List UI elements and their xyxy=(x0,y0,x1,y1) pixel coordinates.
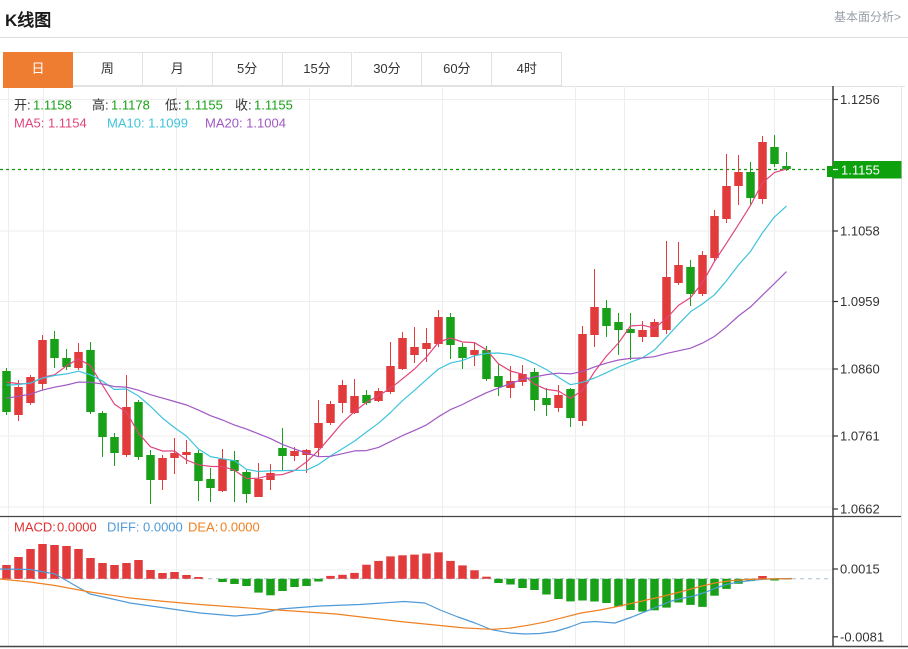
svg-text:1.0959: 1.0959 xyxy=(840,294,880,309)
svg-text:开:: 开: xyxy=(14,98,31,113)
svg-text:MA5: 1.1154: MA5: 1.1154 xyxy=(14,116,87,131)
svg-text:0.0015: 0.0015 xyxy=(840,562,880,577)
svg-text:1.1058: 1.1058 xyxy=(840,224,880,239)
svg-text:1.1178: 1.1178 xyxy=(111,98,150,113)
svg-text:1.1155: 1.1155 xyxy=(841,163,880,178)
svg-text:1.1158: 1.1158 xyxy=(33,98,72,113)
svg-text:0.0000: 0.0000 xyxy=(220,520,260,535)
svg-text:1.1256: 1.1256 xyxy=(840,92,880,107)
svg-text:1.1155: 1.1155 xyxy=(254,98,293,113)
svg-text:1.1155: 1.1155 xyxy=(184,98,223,113)
svg-text:0.0000: 0.0000 xyxy=(143,520,183,535)
svg-text:1.0662: 1.0662 xyxy=(840,502,880,517)
svg-text:MA10: 1.1099: MA10: 1.1099 xyxy=(107,116,188,131)
svg-text:MA20: 1.1004: MA20: 1.1004 xyxy=(205,116,286,131)
svg-text:1.0761: 1.0761 xyxy=(840,429,880,444)
svg-text:MACD:: MACD: xyxy=(14,520,56,535)
svg-text:DEA:: DEA: xyxy=(188,520,218,535)
svg-text:-0.0081: -0.0081 xyxy=(840,629,884,644)
svg-text:1.0860: 1.0860 xyxy=(840,362,880,377)
svg-text:低:: 低: xyxy=(165,98,182,113)
svg-text:收:: 收: xyxy=(235,98,252,113)
svg-text:DIFF:: DIFF: xyxy=(107,520,140,535)
svg-text:0.0000: 0.0000 xyxy=(57,520,97,535)
svg-text:高:: 高: xyxy=(92,98,109,113)
